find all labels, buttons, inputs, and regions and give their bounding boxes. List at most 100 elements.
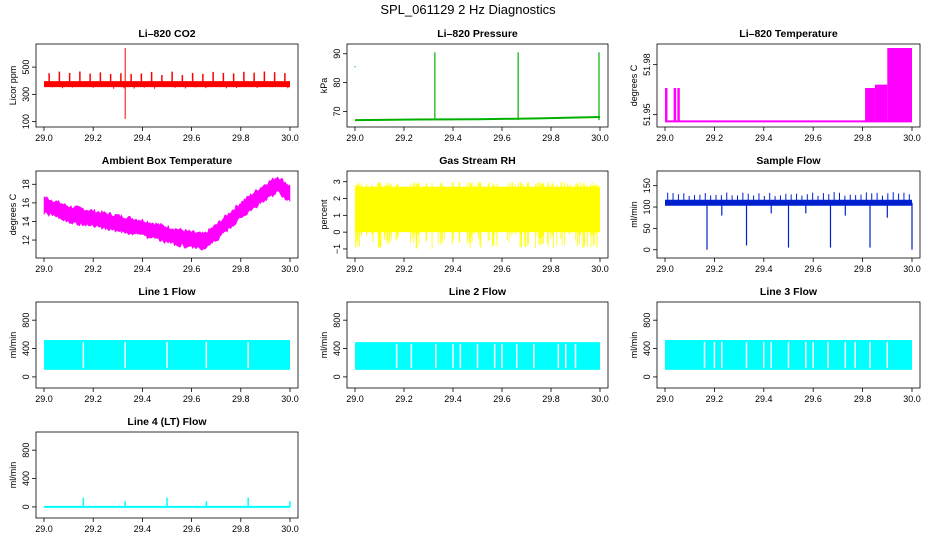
y-tick-label: 800 — [21, 443, 31, 458]
plot-frame — [35, 170, 299, 259]
data-series — [44, 340, 290, 370]
y-axis-label: ml/min — [8, 462, 18, 489]
plot-frame — [35, 431, 299, 519]
x-tick-label: 29.0 — [656, 394, 674, 404]
y-tick-label: 0 — [332, 374, 342, 379]
x-tick-label: 29.2 — [395, 264, 413, 274]
x-tick-label: 30.0 — [591, 394, 609, 404]
x-tick-label: 29.8 — [854, 264, 872, 274]
chart-title: Ambient Box Temperature — [102, 155, 233, 167]
data-series — [43, 176, 291, 251]
x-tick-label: 30.0 — [903, 264, 921, 274]
x-tick-label: 29.4 — [755, 133, 773, 143]
y-tick-label: 12 — [21, 235, 31, 245]
chart-panel: Li–820 Pressure 29.0 29.2 29.4 29.6 29.8 30.0 7… — [319, 28, 609, 143]
x-tick-label: 29.4 — [755, 394, 773, 404]
plot-frame — [35, 43, 299, 128]
x-tick-label: 30.0 — [591, 264, 609, 274]
y-tick-label: 800 — [332, 313, 342, 328]
chart-panel: Gas Stream RH 29.0 29.2 29.4 29.6 29.8 30.0 −1 0… — [319, 155, 609, 274]
data-series — [44, 48, 290, 119]
chart-title: Line 4 (LT) Flow — [127, 416, 207, 428]
y-tick-label: 70 — [332, 106, 342, 116]
x-tick-label: 29.0 — [35, 133, 53, 143]
chart-panel: Line 2 Flow 29.0 29.2 29.4 29.6 29.8 30.0 0 400 8… — [319, 286, 609, 404]
data-series — [665, 48, 912, 123]
y-tick-label: 150 — [642, 178, 652, 193]
y-tick-label: 0 — [332, 230, 342, 235]
x-tick-label: 29.8 — [542, 264, 560, 274]
x-tick-label: 29.0 — [35, 394, 53, 404]
x-tick-label: 29.4 — [755, 264, 773, 274]
y-tick-label: 800 — [642, 313, 652, 328]
y-tick-label: 18 — [21, 179, 31, 189]
x-tick-label: 29.8 — [232, 264, 250, 274]
x-tick-label: 29.6 — [183, 264, 201, 274]
data-series — [355, 181, 601, 249]
x-tick-label: 29.8 — [232, 394, 250, 404]
x-tick-label: 29.2 — [706, 133, 724, 143]
series-point — [354, 66, 356, 68]
x-tick-label: 29.6 — [493, 264, 511, 274]
chart-title: Line 2 Flow — [449, 286, 507, 298]
chart-panel: Li–820 Temperature 29.0 29.2 29.4 29.6 29.8 30… — [629, 28, 921, 143]
plot-frame — [656, 43, 921, 128]
y-axis-label: ml/min — [319, 332, 329, 359]
y-axis-label: kPa — [319, 78, 329, 94]
x-tick-label: 29.2 — [706, 264, 724, 274]
y-tick-label: −1 — [332, 244, 342, 254]
x-tick-label: 29.8 — [542, 133, 560, 143]
series-fill — [677, 88, 680, 122]
x-tick-label: 29.6 — [183, 524, 201, 534]
y-tick-label: 0 — [21, 504, 31, 509]
x-tick-label: 29.8 — [542, 394, 560, 404]
data-series — [355, 342, 600, 370]
chart-title: Line 3 Flow — [760, 286, 818, 298]
chart-panel: Line 4 (LT) Flow 29.0 29.2 29.4 29.6 29.8 30.0… — [8, 416, 299, 534]
y-tick-label: 2 — [332, 196, 342, 201]
chart-panel: Li–820 CO2 29.0 29.2 29.4 29.6 29.8 30.0 100 300… — [8, 28, 299, 143]
x-tick-label: 30.0 — [281, 394, 299, 404]
x-tick-label: 30.0 — [903, 133, 921, 143]
chart-panel: Ambient Box Temperature 29.0 29.2 29.4 29.6 2… — [8, 155, 299, 274]
y-tick-label: 400 — [332, 341, 342, 356]
x-tick-label: 30.0 — [903, 394, 921, 404]
y-tick-label: 51.98 — [642, 53, 652, 76]
plot-frame — [656, 301, 921, 389]
y-tick-label: 14 — [21, 216, 31, 226]
chart-panel: Line 3 Flow 29.0 29.2 29.4 29.6 29.8 30.0 0 400 8… — [629, 286, 921, 404]
series-line — [354, 115, 601, 122]
x-tick-label: 29.4 — [134, 133, 152, 143]
x-tick-label: 29.8 — [854, 133, 872, 143]
data-series — [354, 52, 601, 122]
x-tick-label: 29.4 — [444, 133, 462, 143]
y-tick-label: 50 — [642, 223, 652, 233]
page-title: SPL_061129 2 Hz Diagnostics — [380, 2, 556, 17]
y-tick-label: 400 — [21, 341, 31, 356]
data-series — [665, 340, 912, 370]
y-tick-label: 400 — [21, 471, 31, 486]
x-tick-label: 29.6 — [183, 394, 201, 404]
chart-title: Gas Stream RH — [439, 155, 515, 167]
y-tick-label: 16 — [21, 198, 31, 208]
x-tick-label: 29.8 — [232, 133, 250, 143]
x-tick-label: 30.0 — [591, 133, 609, 143]
x-tick-label: 29.2 — [84, 394, 102, 404]
y-axis-label: ml/min — [629, 332, 639, 359]
y-axis-label: degrees C — [629, 64, 639, 106]
plot-frame — [346, 170, 609, 259]
x-tick-label: 29.0 — [346, 394, 364, 404]
y-tick-label: 0 — [21, 374, 31, 379]
x-tick-label: 29.4 — [134, 264, 152, 274]
y-tick-label: 51.95 — [642, 103, 652, 126]
series-fill — [665, 88, 668, 122]
x-tick-label: 29.2 — [84, 264, 102, 274]
y-axis-label: degrees C — [8, 193, 18, 235]
x-tick-label: 29.4 — [444, 264, 462, 274]
plot-frame — [346, 43, 609, 128]
y-tick-label: 800 — [21, 313, 31, 328]
plot-frame — [35, 301, 299, 389]
y-tick-label: 100 — [21, 114, 31, 129]
series-fill — [874, 84, 888, 122]
